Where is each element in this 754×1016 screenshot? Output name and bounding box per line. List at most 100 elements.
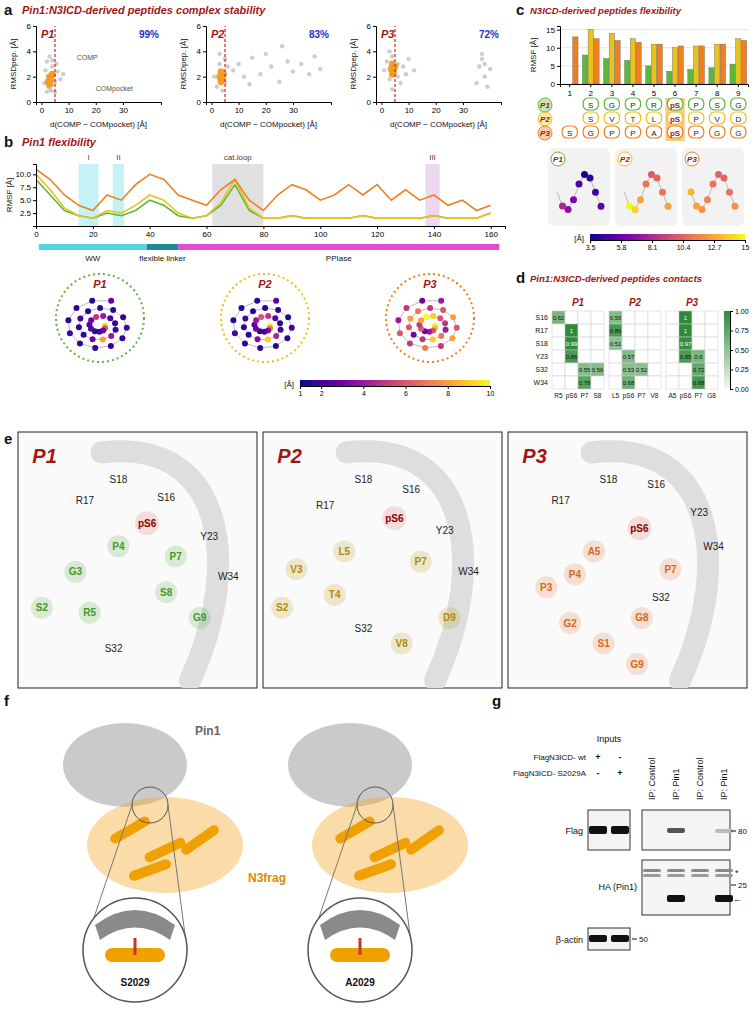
point xyxy=(285,59,289,63)
tick-mark xyxy=(696,84,697,87)
residue-label: D9 xyxy=(443,612,456,623)
cell-label: 0.56 xyxy=(610,315,622,321)
empty-cell xyxy=(666,376,679,389)
tick-mark xyxy=(203,102,206,103)
tick: 20 xyxy=(89,226,98,239)
tick-mark xyxy=(373,51,376,52)
panel-letter: f xyxy=(4,692,10,709)
residue-label: L5 xyxy=(338,546,350,557)
empty-cell xyxy=(648,350,661,363)
axis-line xyxy=(377,103,502,106)
residue: pS xyxy=(670,115,681,124)
residue-dot xyxy=(77,315,83,321)
view-title: P2 xyxy=(277,445,301,467)
tick-label: 30 xyxy=(119,106,128,115)
empty-cell xyxy=(578,311,591,324)
sign: - xyxy=(597,768,600,778)
site-label: A2029 xyxy=(345,977,375,988)
tick-mark xyxy=(203,77,206,78)
point xyxy=(401,64,405,68)
point xyxy=(406,57,410,61)
tick: 2 xyxy=(589,84,594,98)
residue-box xyxy=(604,112,619,124)
cell-label: 0.72 xyxy=(693,367,705,373)
bar xyxy=(720,44,725,84)
tick-mark xyxy=(730,389,733,390)
residue-label: S18 xyxy=(599,474,617,485)
tick-mark xyxy=(377,226,378,229)
residue-dot xyxy=(110,307,116,313)
tick-label: 3.5 xyxy=(586,244,596,251)
residue-patch xyxy=(391,633,413,655)
point xyxy=(43,68,47,72)
axis-line xyxy=(731,312,734,390)
note: * xyxy=(735,868,739,878)
line xyxy=(36,169,491,210)
tick-label: 4 xyxy=(367,47,372,56)
residue-label: pS6 xyxy=(138,518,157,529)
residue: P xyxy=(609,129,614,138)
empty-cell xyxy=(666,324,679,337)
residue-box xyxy=(667,126,682,138)
residue-dot xyxy=(67,330,73,336)
tick-label: 12.7 xyxy=(708,244,722,251)
panel-letter: c xyxy=(516,1,524,18)
ribbon xyxy=(102,451,218,680)
region xyxy=(113,164,124,226)
tick: 10 xyxy=(546,44,560,53)
residue-box xyxy=(604,126,619,138)
tick-mark xyxy=(436,102,437,105)
helix xyxy=(353,858,398,882)
empty-cell xyxy=(692,324,705,337)
cell xyxy=(565,350,578,363)
empty-cell xyxy=(635,337,648,350)
panel-title: Pin1:N3ICD-derived peptides complex stab… xyxy=(22,4,266,16)
point xyxy=(217,62,221,66)
axis: 0246 xyxy=(367,22,377,107)
structure-label: P2 xyxy=(258,278,271,290)
reference-line xyxy=(54,26,55,102)
empty-cell xyxy=(552,363,565,376)
residue-box xyxy=(710,112,725,124)
cell-label: 0.85 xyxy=(680,354,692,360)
residue-dot xyxy=(423,314,429,320)
backbone xyxy=(233,301,291,348)
residue: P xyxy=(693,101,698,110)
band xyxy=(667,874,685,877)
axis-title: RMSF [Å] xyxy=(5,178,14,213)
cell xyxy=(622,363,635,376)
cell-label: 0.78 xyxy=(579,380,591,386)
residue-dot xyxy=(275,307,281,313)
residue-dot xyxy=(92,345,98,351)
band xyxy=(643,869,661,872)
tick: 2.5 xyxy=(20,209,36,218)
residue-box xyxy=(667,98,682,110)
residue-dot xyxy=(427,305,433,311)
residue-dot xyxy=(257,345,263,351)
marker-label: 50 xyxy=(639,935,648,944)
tick-mark xyxy=(557,48,560,49)
tick-mark xyxy=(321,386,322,389)
residue-dot xyxy=(659,189,666,196)
tick: 10 xyxy=(405,102,414,115)
empty-cell xyxy=(635,324,648,337)
residue-patch xyxy=(189,607,211,629)
point xyxy=(220,88,224,92)
region-label: III xyxy=(429,153,436,162)
empty-cell xyxy=(609,350,622,363)
fragment-shape xyxy=(312,797,468,893)
tick-label: 0.25 xyxy=(735,366,749,373)
residue-patch xyxy=(626,653,648,675)
tick-mark xyxy=(730,331,733,332)
empty-cell xyxy=(666,337,679,350)
residue-label: S16 xyxy=(402,484,420,495)
plot-area xyxy=(382,26,492,102)
axis: 0102030 xyxy=(37,102,162,115)
panel-letter: a xyxy=(4,1,13,18)
residue-dot xyxy=(273,298,279,304)
residue-dot xyxy=(242,315,248,321)
point xyxy=(382,68,386,72)
residue-label: S1 xyxy=(597,638,610,649)
cell-label: 0.6 xyxy=(694,354,703,360)
cell xyxy=(679,311,692,324)
